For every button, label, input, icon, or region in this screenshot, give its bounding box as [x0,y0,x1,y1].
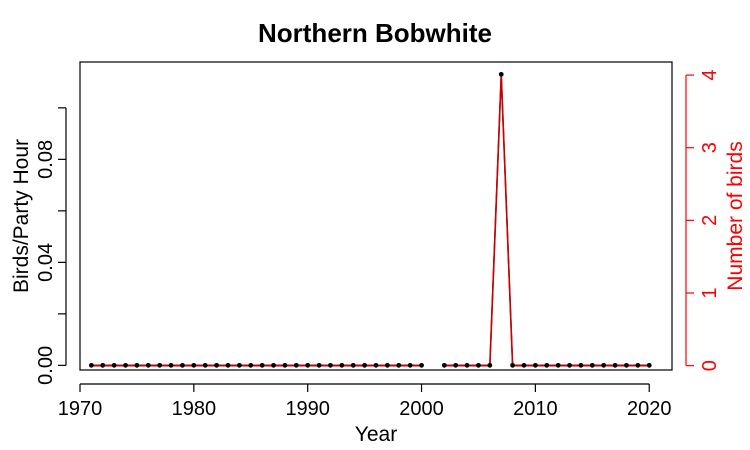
x-axis-label: Year [355,423,397,446]
data-point [88,362,94,368]
data-point [362,362,368,368]
y-right-tick-label: 3 [699,142,721,153]
y-axis-right: 0 1 2 3 4 [685,70,721,371]
y-right-tick-label: 4 [699,70,721,81]
data-point [612,362,618,368]
y-axis-left: 0.00 0.04 0.08 [35,107,67,385]
data-point [134,362,140,368]
data-point [578,362,584,368]
data-point [384,362,390,368]
data-point [441,362,447,368]
data-point [293,362,299,368]
data-point [248,362,254,368]
data-point [567,362,572,368]
data-point [589,362,595,368]
data-point [544,362,550,368]
data-point [328,362,333,368]
x-axis: 1970 1980 1990 2000 2010 2020 [58,383,672,420]
chart-title: Northern Bobwhite [258,18,492,48]
y-axis-label-right: Number of birds [724,141,747,290]
data-point [624,362,629,368]
x-tick-label: 2020 [627,398,672,420]
data-point [373,362,379,368]
data-point [145,362,151,368]
data-point [271,362,276,368]
x-tick-label: 1970 [58,398,103,420]
data-point [498,71,504,77]
data-point [339,362,345,368]
series-layer [88,71,652,368]
y-left-tick-label: 0.04 [35,243,57,282]
data-point [305,362,311,368]
data-point [646,362,652,368]
data-point [214,362,220,368]
data-point [419,362,424,368]
data-point [521,362,527,368]
data-point [532,362,538,368]
data-point [236,362,242,368]
y-right-tick-label: 1 [699,287,721,298]
data-point [601,362,607,368]
data-point [464,362,470,368]
y-left-tick-label: 0.08 [35,140,57,179]
data-point [202,362,208,368]
data-point [476,362,481,368]
data-point [259,362,265,368]
x-tick-label: 2010 [513,398,558,420]
data-point [157,362,163,368]
data-point [453,362,459,368]
data-point [282,362,288,368]
data-point [168,362,174,368]
data-point [487,362,493,368]
x-tick-label: 1990 [285,398,330,420]
data-point [100,362,106,368]
x-tick-label: 2000 [399,398,444,420]
data-point [510,362,516,368]
data-point [396,362,402,368]
y-axis-label-left: Birds/Party Hour [10,139,33,293]
data-point [555,362,561,368]
series-line-birds-per-party-hour [444,74,650,367]
data-point [407,362,413,368]
data-point [635,362,641,368]
y-right-tick-label: 2 [699,215,721,226]
x-tick-label: 1980 [172,398,217,420]
data-point [180,362,185,368]
data-point [111,362,117,368]
data-point [316,362,322,368]
data-point [123,362,128,368]
data-point [225,362,231,368]
y-right-tick-label: 0 [699,360,721,371]
data-point [350,362,356,368]
y-left-tick-label: 0.00 [35,346,57,385]
series-line-number-of-birds [444,75,650,367]
data-point [191,362,197,368]
plot-frame [79,61,673,371]
